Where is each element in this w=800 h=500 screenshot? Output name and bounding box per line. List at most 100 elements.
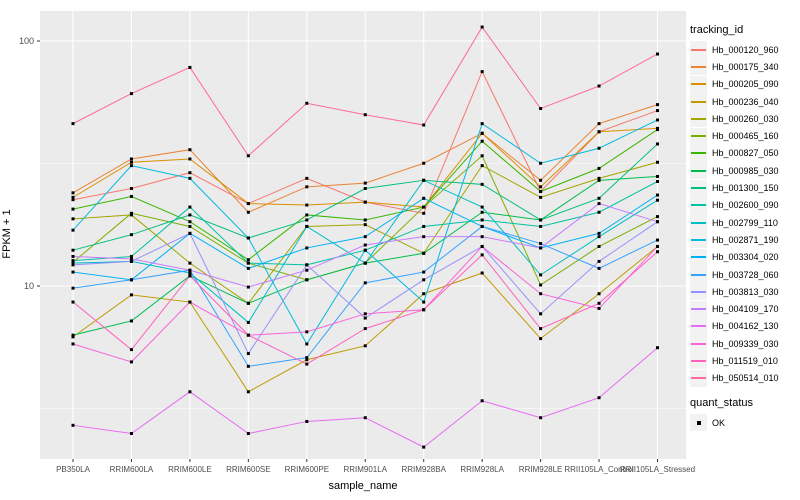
legend-item-label: Hb_002799_110 bbox=[712, 217, 778, 228]
data-point-Hb_002799_110 bbox=[71, 261, 75, 265]
data-point-Hb_002871_190 bbox=[539, 161, 543, 165]
data-point-Hb_003813_030 bbox=[129, 259, 133, 263]
x-tick-label: RRIM600LA bbox=[110, 465, 154, 474]
data-point-Hb_004162_130 bbox=[656, 346, 659, 350]
data-point-Hb_000465_160 bbox=[656, 215, 659, 219]
data-point-Hb_000260_030 bbox=[71, 217, 75, 221]
data-point-Hb_004109_170 bbox=[539, 246, 543, 250]
legend-key-line-icon bbox=[690, 231, 707, 249]
data-point-Hb_050514_010 bbox=[422, 123, 426, 127]
panel-background bbox=[40, 11, 686, 459]
data-point-Hb_000260_030 bbox=[129, 213, 133, 217]
data-point-Hb_004162_130 bbox=[71, 423, 75, 427]
data-point-Hb_000827_050 bbox=[597, 166, 601, 170]
data-point-Hb_000985_030 bbox=[129, 319, 133, 323]
data-point-Hb_000120_960 bbox=[656, 109, 659, 113]
data-point-Hb_011519_010 bbox=[480, 253, 484, 257]
data-point-Hb_001300_150 bbox=[71, 248, 75, 252]
data-point-Hb_000985_030 bbox=[305, 278, 309, 282]
data-point-Hb_050514_010 bbox=[129, 92, 133, 96]
data-point-Hb_004109_170 bbox=[246, 285, 250, 289]
legend-item-label: Hb_000205_090 bbox=[712, 79, 779, 90]
data-point-Hb_000236_040 bbox=[246, 390, 250, 394]
legend-item-label: Hb_000175_340 bbox=[712, 61, 779, 72]
data-point-Hb_011519_010 bbox=[71, 300, 75, 304]
data-point-Hb_000827_050 bbox=[539, 190, 543, 194]
legend-item-label: Hb_002600_090 bbox=[712, 200, 779, 211]
x-tick-label: RRIM928LE bbox=[519, 465, 563, 474]
data-point-Hb_003728_060 bbox=[422, 270, 426, 274]
data-point-Hb_003813_030 bbox=[246, 352, 250, 356]
legend-item-label: Hb_004162_130 bbox=[712, 321, 779, 332]
data-point-Hb_009339_030 bbox=[188, 300, 192, 304]
data-point-Hb_004162_130 bbox=[305, 419, 309, 423]
data-point-Hb_004109_170 bbox=[656, 220, 659, 224]
legend-item-Hb_002871_190: Hb_002871_190 bbox=[690, 231, 798, 249]
data-point-Hb_003728_060 bbox=[363, 281, 367, 285]
data-point-Hb_000827_050 bbox=[363, 218, 367, 222]
legend-key-square-icon bbox=[690, 414, 707, 432]
legend-item-label: Hb_003728_060 bbox=[712, 269, 779, 280]
data-point-Hb_003813_030 bbox=[422, 278, 426, 282]
data-point-Hb_002871_190 bbox=[305, 342, 309, 346]
data-point-Hb_000175_340 bbox=[539, 178, 543, 182]
data-point-Hb_000827_050 bbox=[305, 213, 309, 217]
data-point-Hb_000260_030 bbox=[656, 160, 659, 164]
data-point-Hb_000175_340 bbox=[246, 210, 250, 214]
legend-item-label: Hb_004109_170 bbox=[712, 304, 779, 315]
legend-item-Hb_001300_150: Hb_001300_150 bbox=[690, 179, 798, 197]
data-point-Hb_009339_030 bbox=[71, 342, 75, 346]
legend-item-Hb_050514_010: Hb_050514_010 bbox=[690, 369, 798, 387]
data-point-Hb_050514_010 bbox=[363, 113, 367, 117]
quant-status-block: quant_status OK bbox=[690, 397, 798, 432]
data-point-Hb_002871_190 bbox=[422, 300, 426, 304]
legend-item-label: Hb_011519_010 bbox=[712, 355, 778, 366]
legend-key-line-icon bbox=[690, 127, 707, 145]
data-point-Hb_003728_060 bbox=[597, 266, 601, 270]
data-point-Hb_000120_960 bbox=[129, 187, 133, 191]
data-point-Hb_003813_030 bbox=[539, 312, 543, 316]
data-point-Hb_002871_190 bbox=[129, 164, 133, 168]
data-point-Hb_000827_050 bbox=[71, 207, 75, 211]
data-point-Hb_000827_050 bbox=[480, 139, 484, 143]
data-point-Hb_011519_010 bbox=[597, 301, 601, 305]
legend-key-line-icon bbox=[690, 214, 707, 232]
data-point-Hb_009339_030 bbox=[656, 244, 659, 248]
legend-item-Hb_000827_050: Hb_000827_050 bbox=[690, 144, 798, 162]
x-tick-label: RRIM928LA bbox=[460, 465, 504, 474]
data-point-Hb_004109_170 bbox=[422, 235, 426, 239]
data-point-Hb_003304_020 bbox=[71, 270, 75, 274]
legend-item-label: Hb_050514_010 bbox=[712, 373, 779, 384]
data-point-Hb_004162_130 bbox=[129, 432, 133, 436]
legend-item-Hb_000465_160: Hb_000465_160 bbox=[690, 127, 798, 145]
data-point-Hb_000827_050 bbox=[188, 220, 192, 224]
data-point-Hb_002600_090 bbox=[656, 180, 659, 184]
legend-item-label: Hb_009339_030 bbox=[712, 338, 779, 349]
data-point-Hb_009339_030 bbox=[539, 292, 543, 296]
legend-item-Hb_002799_110: Hb_002799_110 bbox=[690, 214, 798, 232]
data-point-Hb_009339_030 bbox=[480, 244, 484, 248]
data-point-Hb_000175_340 bbox=[422, 161, 426, 165]
x-tick-label: RRIM928BA bbox=[401, 465, 446, 474]
data-point-Hb_004109_170 bbox=[480, 235, 484, 239]
legend-item-label: Hb_003813_030 bbox=[712, 286, 779, 297]
data-point-Hb_003813_030 bbox=[71, 263, 75, 267]
data-point-Hb_009339_030 bbox=[305, 330, 309, 334]
legend-key-line-icon bbox=[690, 283, 707, 301]
legend-key-line-icon bbox=[690, 300, 707, 318]
legend-key-line-icon bbox=[690, 41, 707, 59]
legend-key-line-icon bbox=[690, 93, 707, 111]
legend-item-Hb_000985_030: Hb_000985_030 bbox=[690, 162, 798, 180]
data-point-Hb_003813_030 bbox=[305, 263, 309, 267]
data-point-Hb_003728_060 bbox=[129, 278, 133, 282]
data-point-Hb_000120_960 bbox=[480, 70, 484, 74]
data-point-Hb_001300_150 bbox=[480, 182, 484, 186]
data-point-Hb_000985_030 bbox=[246, 301, 250, 305]
data-point-Hb_000175_340 bbox=[71, 191, 75, 195]
x-tick-label: RRIM600LE bbox=[168, 465, 212, 474]
data-point-Hb_001300_150 bbox=[363, 187, 367, 191]
data-point-Hb_011519_010 bbox=[305, 362, 309, 366]
legend-item-label: Hb_001300_150 bbox=[712, 183, 779, 194]
